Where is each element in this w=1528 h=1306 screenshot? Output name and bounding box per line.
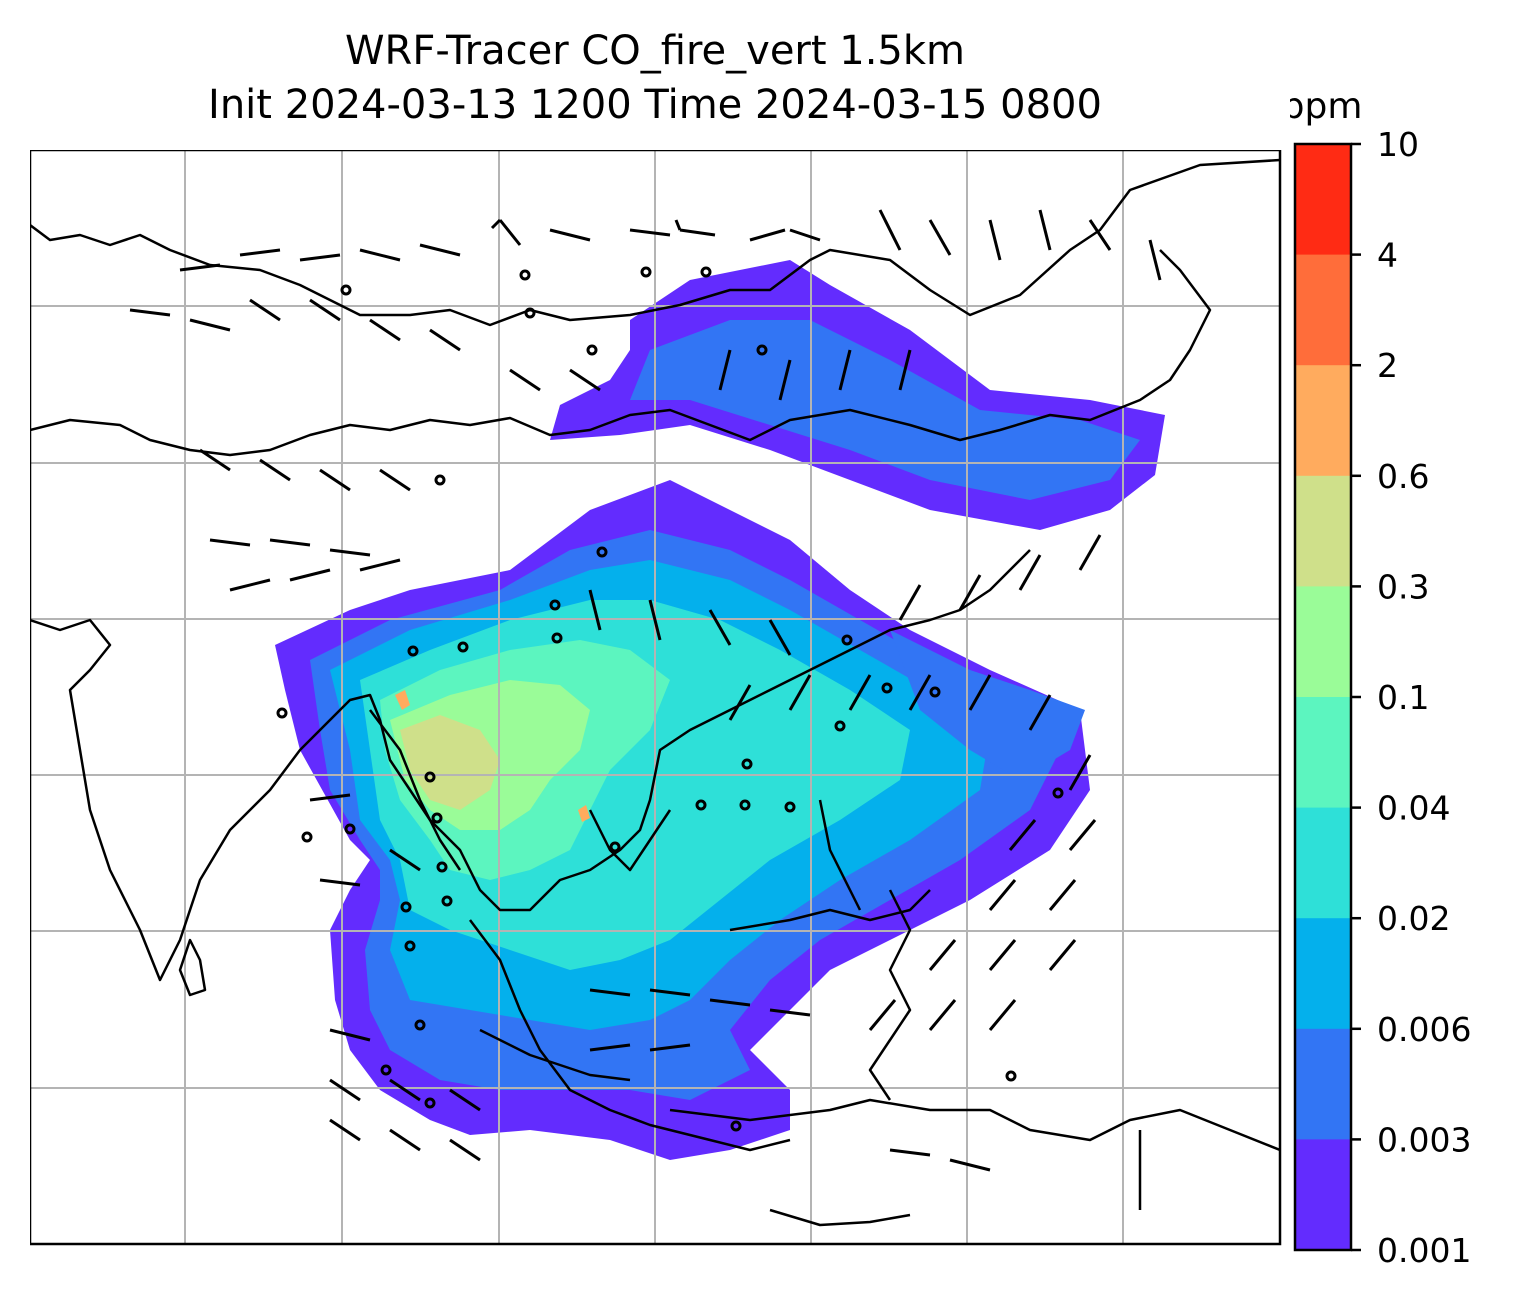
- coastlines: [30, 158, 1280, 1227]
- colorbar-swatch: [1295, 475, 1351, 587]
- colorbar-tick-label: 0.6: [1377, 457, 1429, 496]
- co-layer-06-b: [578, 805, 590, 822]
- wind-barbs: [129, 209, 1162, 1172]
- co-layer-03-main: [400, 715, 500, 810]
- colorbar-swatch: [1295, 365, 1351, 477]
- gridlines: [30, 150, 1280, 1244]
- calm-markers: [276, 266, 1064, 1132]
- co-layer-06-main: [395, 690, 410, 710]
- colorbar-swatch: [1295, 918, 1351, 1030]
- colorbar-swatch: [1295, 586, 1351, 698]
- colorbar-ticks: 10 4 2 0.6 0.3 0.1 0.04 0.02 0.006 0.003 0.001: [1351, 125, 1471, 1270]
- colorbar: ppm 10 4 2 0.6 0.3 0.1 0.04 0.02 0.006 0.003 0.001: [1290, 86, 1471, 1270]
- co-layer-0003-north: [630, 320, 1140, 500]
- map-title: WRF-Tracer CO_fire_vert 1.5km: [344, 28, 966, 74]
- colorbar-tick-label: 0.006: [1377, 1010, 1471, 1049]
- colorbar-tick-label: 10: [1377, 125, 1419, 164]
- colorbar-swatch: [1295, 697, 1351, 809]
- colorbar-tick-label: 0.02: [1377, 899, 1450, 938]
- colorbar-tick-label: 0.001: [1377, 1231, 1471, 1270]
- colorbar-tick-label: 2: [1377, 346, 1398, 385]
- colorbar-swatch: [1295, 144, 1351, 256]
- colorbar-tick-label: 4: [1377, 236, 1398, 275]
- colorbar-tick-label: 0.1: [1377, 678, 1429, 717]
- colorbar-unit: ppm: [1290, 86, 1362, 127]
- co-layer-0003-east: [890, 630, 1085, 780]
- colorbar-tick-label: 0.003: [1377, 1120, 1471, 1159]
- colorbar-swatch: [1295, 254, 1351, 366]
- map-plot: [30, 150, 1282, 1246]
- colorbar-swatches: [1295, 144, 1351, 1251]
- map-subtitle: Init 2024-03-13 1200 Time 2024-03-15 080…: [208, 82, 1102, 128]
- colorbar-swatch: [1295, 1139, 1351, 1251]
- colorbar-tick-label: 0.3: [1377, 567, 1429, 606]
- colorbar-swatch: [1295, 807, 1351, 919]
- co-concentration-field: [275, 260, 1165, 1160]
- colorbar-tick-label: 0.04: [1377, 789, 1450, 828]
- colorbar-swatch: [1295, 1028, 1351, 1140]
